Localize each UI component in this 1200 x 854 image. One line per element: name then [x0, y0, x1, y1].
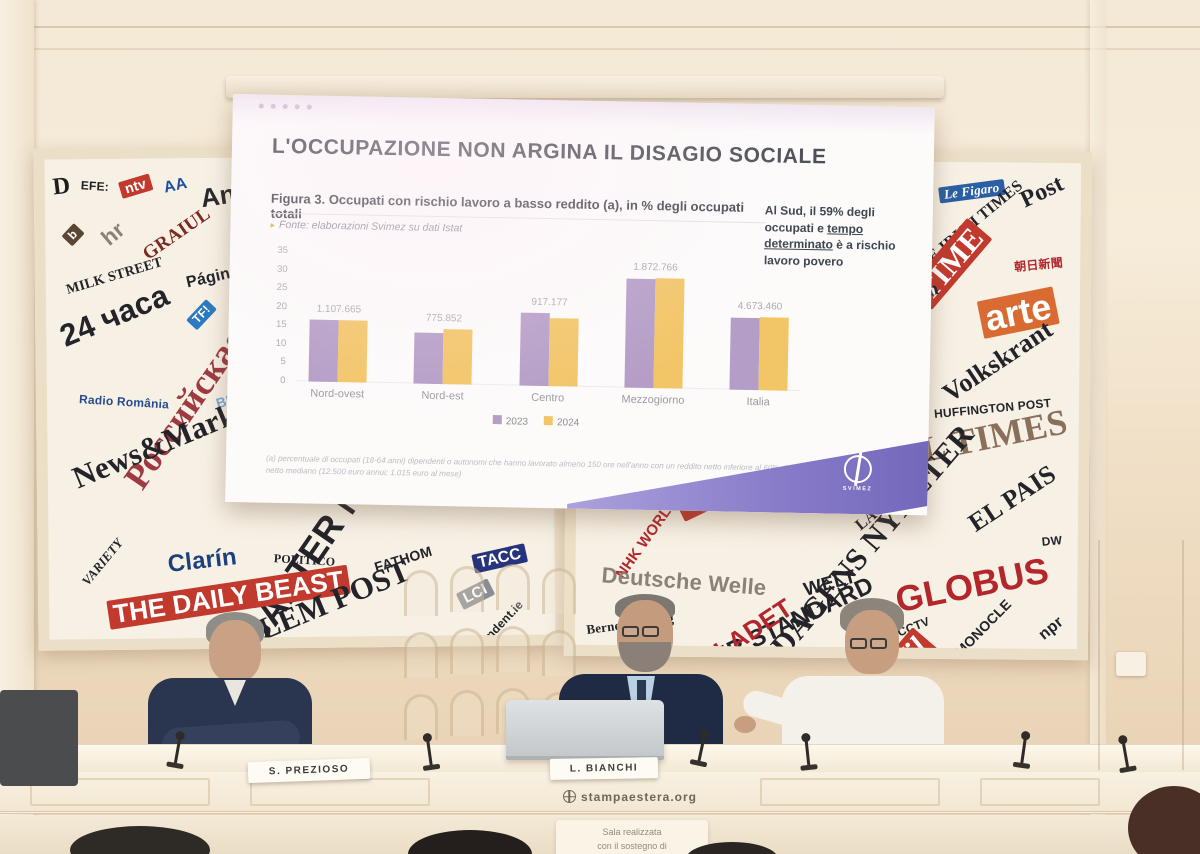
projection-screen: L'OCCUPAZIONE NON ARGINA IL DISAGIO SOCI…: [225, 94, 935, 516]
press-logo: POLITICO: [273, 550, 336, 569]
y-tick-label: 25: [276, 282, 288, 294]
name-plate-left: S. PREZIOSO: [247, 757, 371, 784]
slide-title: L'OCCUPAZIONE NON ARGINA IL DISAGIO SOCI…: [271, 134, 827, 169]
press-logo: Clarín: [165, 542, 238, 578]
bar-2024: [547, 318, 579, 387]
press-logo: npr: [1035, 613, 1067, 644]
bar-2024: [758, 317, 789, 391]
press-logo: ntv: [117, 173, 154, 200]
light-switch: [1116, 652, 1146, 676]
wall-panel-line: [1098, 540, 1100, 770]
wall-pilaster-right: [1090, 0, 1106, 854]
bar-2024: [653, 278, 685, 389]
press-logo: TF!: [186, 298, 218, 331]
bar-value-label: 4.673.460: [737, 300, 783, 313]
bar-value-label: 1.107.665: [316, 303, 362, 316]
slide-ribbon: SVIMEZ: [567, 394, 930, 516]
press-logo: EL PAIS: [963, 459, 1062, 538]
bar-group: 4.673.460 Italia: [716, 259, 802, 408]
monitor-back: [0, 690, 78, 786]
bar-2024: [442, 329, 473, 385]
face: [845, 610, 899, 674]
bar-2023: [308, 319, 339, 383]
press-logo: DW: [1041, 533, 1063, 550]
chart-y-axis: 0 5 10 15 20 25 30 35: [264, 245, 290, 386]
press-logo: VARIETY: [78, 535, 127, 589]
face: [209, 620, 261, 682]
chart-legend: 2023 2024: [492, 415, 580, 429]
bar-group: 1.872.766 Mezzogiorno: [611, 257, 697, 407]
press-logo: b: [60, 223, 85, 247]
bar-value-label: 1.872.766: [633, 261, 678, 274]
press-logo: EFE:: [80, 178, 110, 194]
wall-molding-line: [0, 26, 1200, 28]
y-tick-label: 5: [280, 356, 286, 368]
category-label: Nord-est: [421, 389, 464, 403]
legend-swatch-icon: [543, 416, 554, 426]
press-logo: AA: [161, 175, 189, 197]
source-bullet-icon: ▸: [270, 219, 276, 230]
svimez-logo-icon: SVIMEZ: [835, 454, 880, 493]
wall-molding-line: [0, 48, 1200, 50]
bar-2023: [729, 317, 760, 391]
press-logo: 朝日新聞: [1013, 255, 1064, 274]
bar-group: 1.107.665 Nord-ovest: [295, 251, 381, 401]
slide-progress-dots: [258, 103, 312, 110]
venue-sign: stampaestera.org: [440, 788, 820, 804]
press-logo: Post: [1016, 170, 1068, 213]
bar-value-label: 775.852: [425, 312, 463, 325]
support-plaque: Sala realizzata con il sostegno di: [556, 820, 708, 854]
y-tick-label: 0: [280, 374, 286, 387]
glasses-icon: [850, 638, 887, 649]
hand: [734, 716, 756, 733]
bar-group: 775.852 Nord-est: [401, 253, 487, 402]
y-tick-label: 10: [275, 337, 287, 349]
y-tick-label: 30: [276, 263, 288, 275]
press-logo: GRAIUL: [138, 202, 214, 264]
category-label: Centro: [531, 391, 565, 405]
projector-screen-case: [226, 76, 944, 98]
bar-2023: [518, 312, 550, 387]
laptop: [506, 700, 664, 760]
press-logo: D: [51, 172, 73, 201]
bar-2023: [624, 278, 656, 389]
bar-value-label: 917.177: [531, 296, 568, 309]
chart-plot: 1.107.665 Nord-ovest 775.852 Nord-est 917.17…: [295, 251, 803, 408]
beard: [619, 642, 671, 672]
wall-panel-line: [1182, 540, 1184, 770]
bar-group: 917.177 Centro: [506, 255, 592, 404]
category-label: Nord-ovest: [310, 387, 365, 401]
y-tick-label: 20: [276, 300, 288, 312]
y-tick-label: 35: [277, 244, 289, 257]
name-plate-center: L. BIANCHI: [549, 757, 659, 780]
legend-entry: 2023: [492, 415, 528, 428]
audience-head: [686, 842, 778, 854]
bar-2023: [413, 332, 444, 385]
globe-icon: [562, 790, 576, 803]
figure-source: ▸ Fonte: elaborazioni Svimez su dati Ista…: [270, 218, 463, 235]
legend-swatch-icon: [492, 415, 502, 425]
press-logo: Radio România: [78, 392, 170, 412]
bar-2024: [337, 320, 368, 383]
glasses-icon: [622, 626, 659, 637]
press-logo: hr: [96, 216, 130, 251]
y-tick-label: 15: [275, 319, 287, 331]
